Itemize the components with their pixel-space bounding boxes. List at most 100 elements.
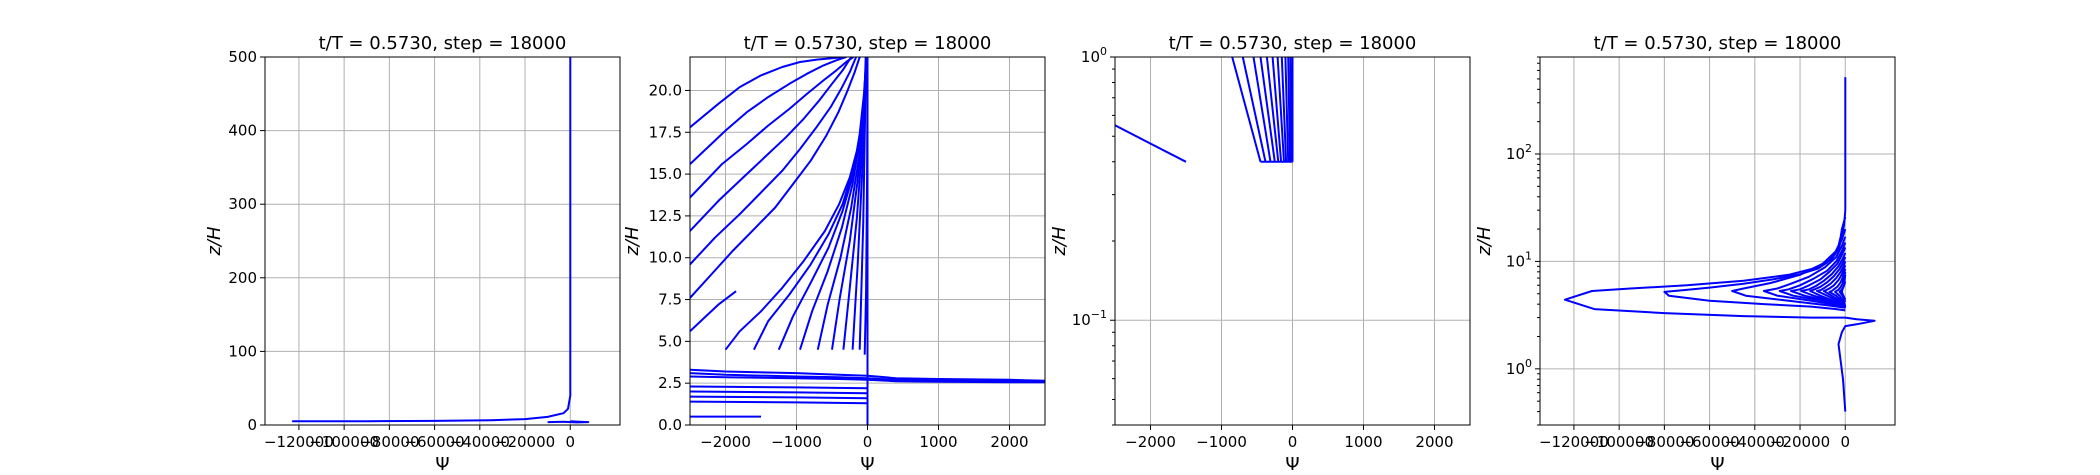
panel-2-ytick-label-8: 20.0 [649,81,682,99]
panel-2-series-10 [690,57,847,165]
panel-2-xtick-label-2: 0 [863,433,873,451]
panel-4-xtick-label-4: −40000 [1725,433,1785,451]
panel-2-series-7 [851,57,867,350]
panel-1: −120000−100000−80000−60000−40000−20000 0 0… [204,33,621,475]
panel-4-series-7 [1809,256,1847,308]
panel-4-frame [1539,56,1896,426]
panel-3-series-11 [1289,57,1293,162]
panel-2-series-18 [690,368,1045,382]
panel-3-xtick-label-2: 0 [1288,433,1298,451]
panel-1-xtick-label-5: −20000 [495,433,555,451]
panel-1-xtick-label-3: −60000 [404,433,464,451]
panel-4-xtick-label-6: 0 [1840,433,1850,451]
panel-3-series-1 [1231,57,1262,163]
panel-2-series-17 [863,57,869,355]
panel-3-series-9 [1284,57,1290,162]
panel-3-plot-area [1115,57,1294,163]
panel-3-series-7 [1276,57,1285,162]
panel-1-title: t/T = 0.5730, step = 18000 [319,33,567,54]
panel-4-series-10 [1828,268,1847,308]
panel-2-series-22 [690,390,868,395]
panel-1-series-1 [547,420,590,424]
panel-2-xtick-label-1: −1000 [771,433,822,451]
panel-2-ytick-label-7: 17.5 [649,123,682,141]
panel-2-series-1 [753,57,869,351]
panel-4-series-3 [1762,236,1847,309]
panel-1-ytick-label-4: 400 [228,122,257,140]
panel-4: −120000−100000−80000−60000−40000−20000 0 1… [1474,33,1896,475]
panel-2-series-12 [690,57,853,232]
panel-4-ytick-label-1: 101 [1506,249,1532,270]
panel-2-series-11 [690,57,854,199]
panel-4-xtick-label-0: −120000 [1539,433,1609,451]
panel-3-ytick-label-0: 10−1 [1072,308,1107,329]
panel-3-xtick-label-0: −2000 [1125,433,1176,451]
panel-4-xtick-label-2: −80000 [1634,433,1694,451]
panel-3-ylabel: z/H [1049,226,1070,257]
panel-4-xtick-label-1: −100000 [1584,433,1654,451]
panel-2-series-9 [690,57,844,129]
panel-3-series-10 [1287,57,1291,162]
panel-4-series-4 [1778,242,1847,309]
panel-1-xtick-label-2: −80000 [359,433,419,451]
panel-2-xtick-label-0: −2000 [700,433,751,451]
panel-2-series-2 [777,57,868,351]
panel-4-series-9 [1822,264,1847,308]
panel-4-ylabel: z/H [1474,226,1495,257]
panel-3-xlabel: Ψ [1285,454,1299,475]
panel-2-ytick-label-6: 15.0 [649,165,682,183]
panel-2-series-13 [690,57,858,266]
panel-3-ytick-label-1: 100 [1081,45,1107,66]
panel-2-series-23 [690,395,868,400]
panel-2-series-20 [690,375,1045,384]
panel-2-ylabel: z/H [622,226,643,257]
panel-3-series-5 [1265,57,1280,162]
panel-3-series-8 [1280,57,1288,162]
panel-1-ytick-label-3: 300 [228,195,257,213]
panel-4-series-2 [1731,228,1847,309]
panel-4-series-0 [1563,77,1876,412]
panel-4-series-13 [1840,281,1847,301]
panel-1-xtick-label-4: −40000 [450,433,510,451]
panel-2-ytick-label-4: 10.0 [649,249,682,267]
panel-1-frame [264,56,621,426]
panel-4-series-5 [1790,246,1847,309]
panel-3-xtick-label-4: 2000 [1415,433,1453,451]
panel-4-ytick-label-0: 100 [1506,357,1532,378]
panel-1-ytick-label-0: 0 [247,416,257,434]
panel-3-series-2 [1241,57,1267,163]
panel-1-xlabel: Ψ [435,454,449,475]
panel-2-ytick-label-1: 2.5 [658,374,682,392]
panel-2-frame [689,56,1046,426]
panel-1-ytick-label-2: 200 [228,269,257,287]
panel-3-series-6 [1271,57,1283,162]
panel-4-ytick-label-2: 102 [1506,142,1532,163]
panel-2-xlabel: Ψ [860,454,874,475]
panel-2-plot-area [690,57,1045,425]
panel-3-xtick-label-3: 1000 [1344,433,1382,451]
panel-3: −2000 −1000 0 1000 2000 10−1 100 t/T = 0.5730, … [1049,33,1471,475]
panel-2-ytick-label-2: 5.0 [658,332,682,350]
panel-1-ytick-label-5: 500 [228,48,257,66]
panel-4-title: t/T = 0.5730, step = 18000 [1594,33,1842,54]
panel-1-xtick-label-6: 0 [565,433,575,451]
panel-3-title: t/T = 0.5730, step = 18000 [1169,33,1417,54]
panel-2-ytick-label-3: 7.5 [658,291,682,309]
panel-2-xtick-label-3: 1000 [919,433,957,451]
panel-1-xtick-label-1: −100000 [309,433,379,451]
panel-3-series-4 [1259,57,1276,162]
panel-2-title: t/T = 0.5730, step = 18000 [744,33,992,54]
panel-4-xlabel: Ψ [1710,454,1724,475]
panel-4-xtick-label-5: −20000 [1770,433,1830,451]
panel-4-xtick-label-3: −60000 [1679,433,1739,451]
panel-1-ylabel: z/H [204,226,225,257]
panel-4-plot-area [1563,77,1876,412]
panel-3-series-3 [1252,57,1272,162]
panel-2-series-21 [690,385,868,390]
panel-2-ytick-label-0: 0.0 [658,416,682,434]
panel-3-series-0 [1115,124,1187,163]
panel-1-ytick-label-1: 100 [228,342,257,360]
panel-1-series-0 [292,57,572,423]
panel-2: −2000 −1000 0 1000 2000 0.0 2.5 5.0 7.5 10.0 12.5 1… [622,33,1046,475]
